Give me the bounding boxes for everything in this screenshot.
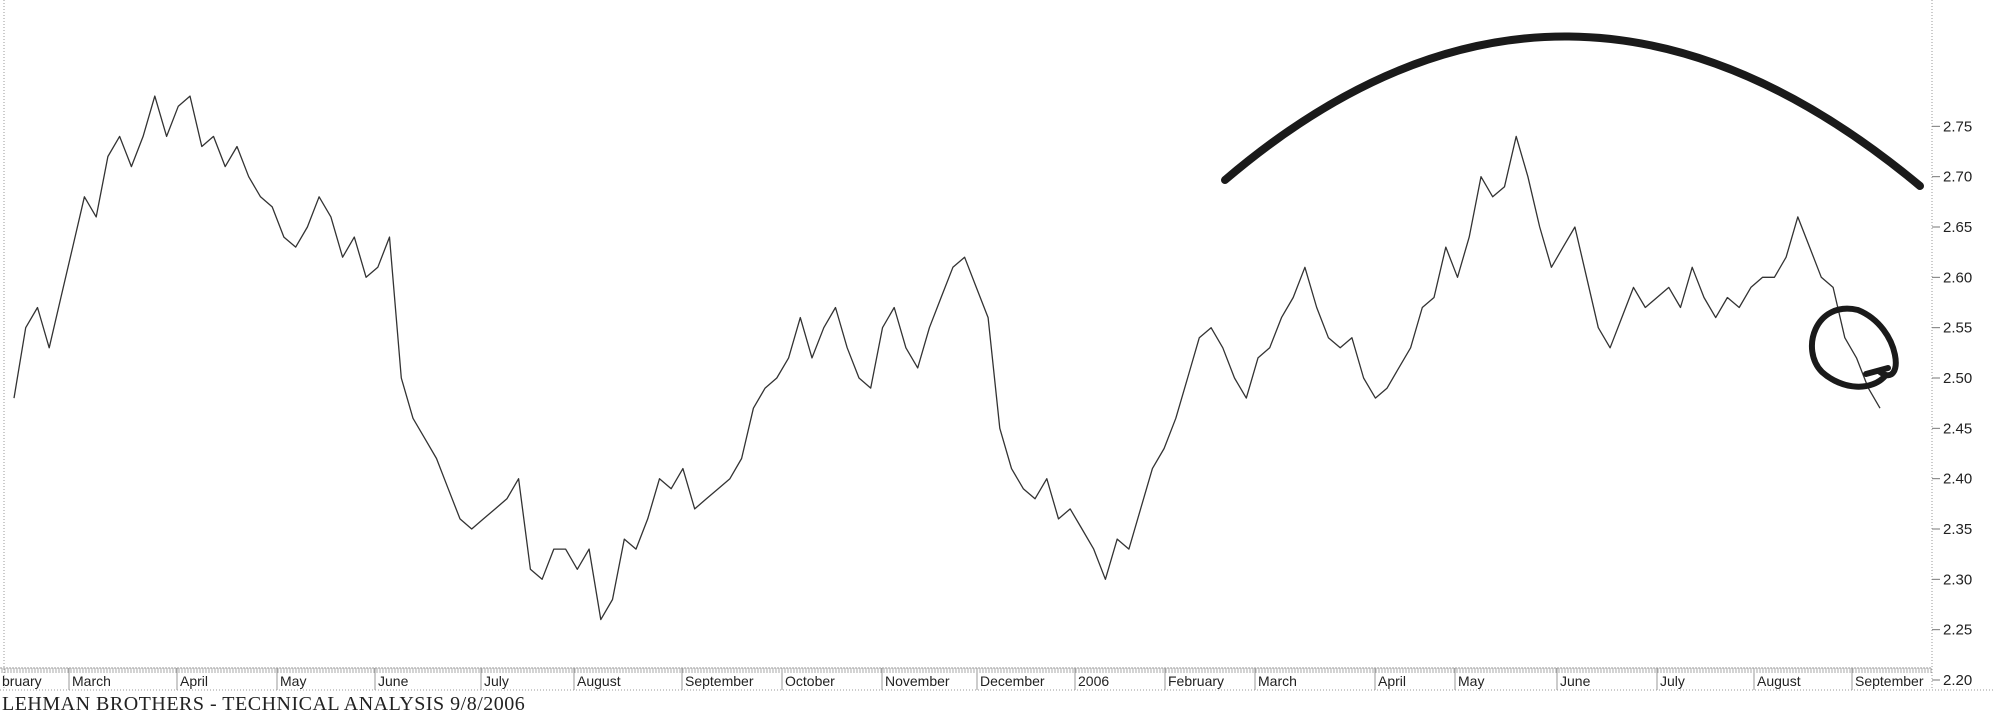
y-tick-label: 2.75: [1943, 118, 1972, 135]
x-tick-label: July: [484, 673, 509, 689]
y-tick-label: 2.40: [1943, 471, 1972, 488]
x-tick-label: bruary: [2, 673, 42, 689]
y-tick-label: 2.45: [1943, 420, 1972, 437]
x-tick-label: September: [1855, 673, 1924, 689]
y-tick-label: 2.25: [1943, 622, 1972, 639]
x-tick-label: 2006: [1078, 673, 1109, 689]
x-tick-label: June: [378, 673, 409, 689]
y-tick-label: 2.35: [1943, 521, 1972, 538]
x-tick-label: February: [1168, 673, 1224, 689]
x-tick-label: August: [1757, 673, 1801, 689]
x-tick-label: March: [72, 673, 111, 689]
x-tick-label: June: [1560, 673, 1591, 689]
y-tick-label: 2.55: [1943, 320, 1972, 337]
hand-drawn-circle-annotation: [1809, 305, 1899, 390]
y-tick-label: 2.65: [1943, 219, 1972, 236]
x-tick-label: April: [180, 673, 208, 689]
x-tick-label: December: [980, 673, 1045, 689]
y-tick-label: 2.30: [1943, 571, 1972, 588]
x-tick-label: October: [785, 673, 835, 689]
hand-drawn-arc-annotation: [1221, 32, 1924, 190]
footer-caption: LEHMAN BROTHERS - TECHNICAL ANALYSIS 9/8…: [2, 693, 526, 715]
x-tick-label: May: [1458, 673, 1484, 689]
x-tick-label: May: [280, 673, 306, 689]
x-tick-label: July: [1660, 673, 1685, 689]
x-tick-label: April: [1378, 673, 1406, 689]
series-price-line: [13, 95, 1881, 621]
y-axis: 2.20 2.25 2.30 2.35 2.40 2.45 2.50 2.55 2.60 2.65…: [1932, 118, 1972, 689]
x-axis-minor-ticks: [1, 668, 1932, 673]
x-axis: bruary March April May June July August Septemb…: [2, 668, 1924, 690]
x-tick-label: September: [685, 673, 754, 689]
x-tick-label: November: [885, 673, 950, 689]
y-tick-label: 2.70: [1943, 169, 1972, 186]
x-tick-label: August: [577, 673, 621, 689]
y-tick-label: 2.20: [1943, 672, 1972, 689]
y-tick-label: 2.60: [1943, 269, 1972, 286]
x-tick-label: March: [1258, 673, 1297, 689]
y-tick-label: 2.50: [1943, 370, 1972, 387]
